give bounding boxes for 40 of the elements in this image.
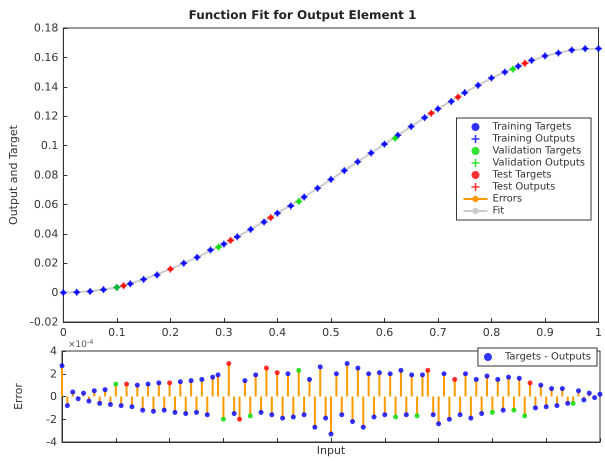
x-tick-label: 0.3 <box>215 326 233 339</box>
y-tick-label: 0.02 <box>34 256 58 270</box>
y-tick-label: -0.02 <box>30 316 58 328</box>
x-tick-label: 0 <box>60 326 67 339</box>
y-tick-label: 4 <box>50 344 57 358</box>
x-tick-label: 1 <box>595 326 602 339</box>
y-tick-label: 0.14 <box>34 80 58 94</box>
legend-label: Training Targets <box>491 122 572 132</box>
x-tick-label: 0.1 <box>108 326 126 339</box>
x-axis-title: Input <box>316 444 346 457</box>
y-tick-label: 0.06 <box>34 198 58 211</box>
y-tick-label: 0.18 <box>34 22 58 34</box>
chart-title: Function Fit for Output Element 1 <box>188 8 416 22</box>
y-tick-label: 0.08 <box>34 168 58 182</box>
x-tick-label: 0.7 <box>429 326 447 339</box>
y-tick-label: -4 <box>46 436 57 448</box>
legend-label: Targets - Outputs <box>504 352 592 362</box>
y-tick-label: 2 <box>50 367 57 380</box>
legend-label: Test Outputs <box>491 182 556 192</box>
y-tick-label: 0.12 <box>34 110 58 123</box>
y-tick-label: 0.16 <box>34 50 58 64</box>
x-tick-label: 0.9 <box>536 326 554 339</box>
y-tick-label: 0.04 <box>34 227 58 240</box>
legend-label: Test Targets <box>491 170 552 180</box>
x-tick-label: 0.6 <box>376 326 394 339</box>
y-axis-title: Error <box>12 382 25 410</box>
legend-label: Training Outputs <box>491 134 576 144</box>
legend-label: Fit <box>492 206 504 216</box>
y-tick-label: 0.1 <box>40 139 58 152</box>
legend-label: Errors <box>492 194 522 204</box>
y-axis-title: Output and Target <box>7 124 20 225</box>
x-tick-label: 0.4 <box>268 326 286 339</box>
y-tick-label: 0 <box>51 286 58 300</box>
y-tick-label: 0 <box>50 390 57 403</box>
legend-label: Validation Targets <box>492 146 582 156</box>
x-tick-label: 0.2 <box>162 326 180 339</box>
legend-label: Validation Outputs <box>492 158 586 168</box>
x-tick-label: 0.5 <box>322 326 340 339</box>
x-tick-label: 0.8 <box>482 326 500 339</box>
y-tick-label: -2 <box>46 412 57 426</box>
